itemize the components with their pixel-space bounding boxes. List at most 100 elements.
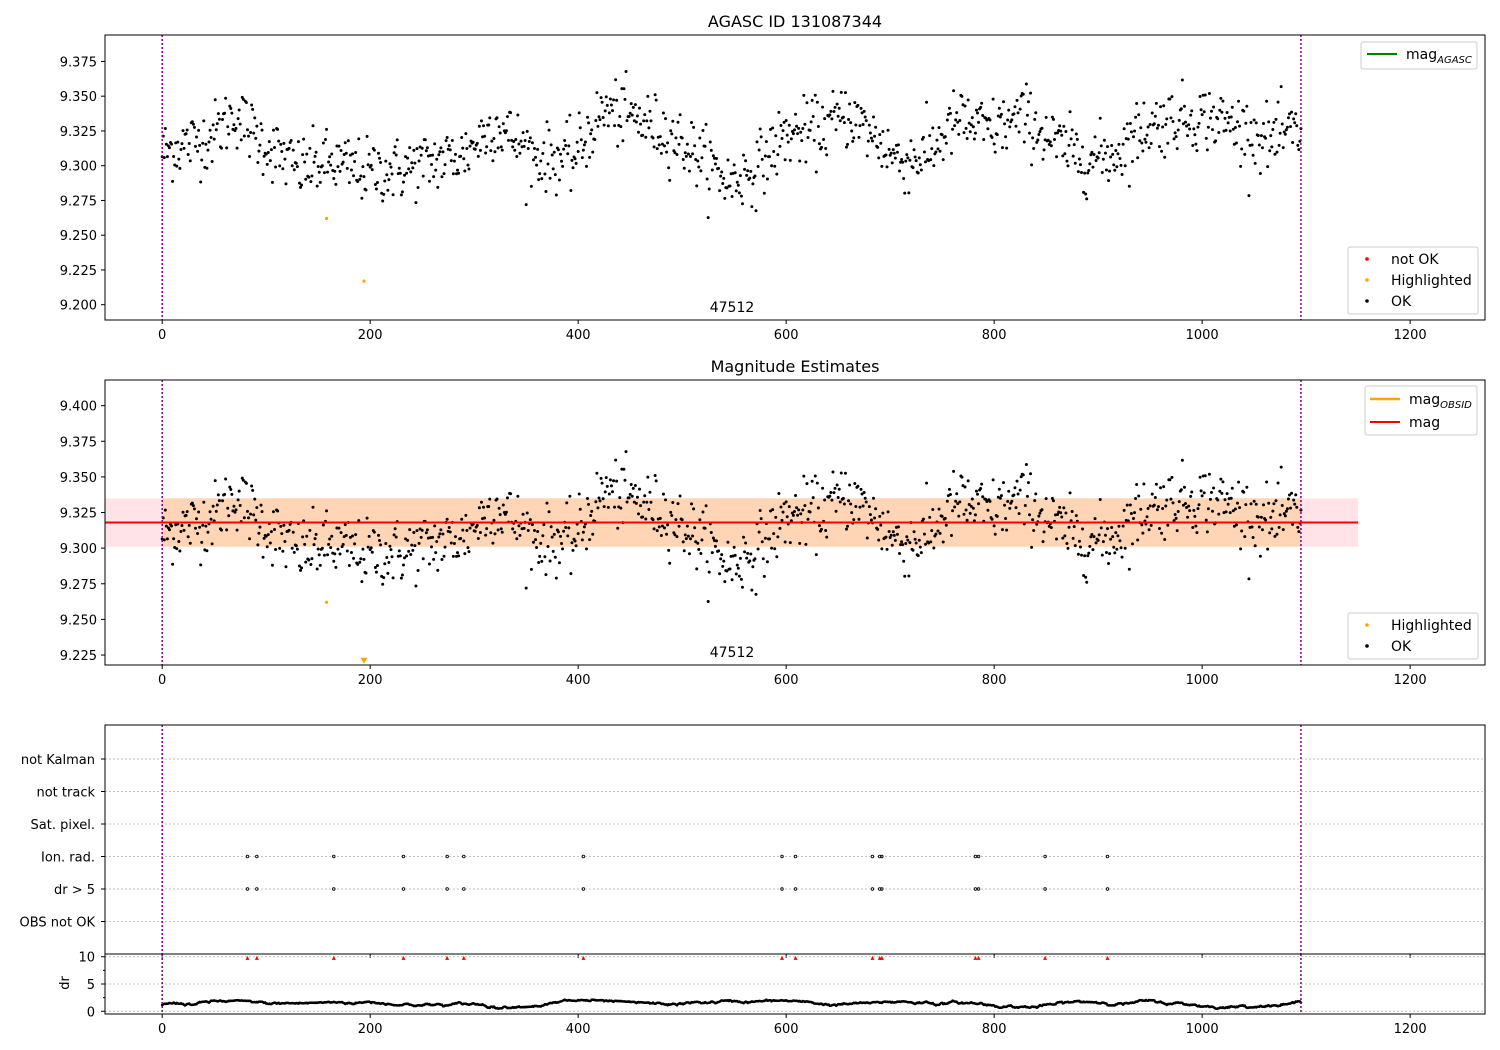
ok-point bbox=[311, 124, 315, 128]
ok-point bbox=[1196, 507, 1200, 511]
ok-point bbox=[1282, 130, 1286, 134]
ok-point bbox=[1010, 118, 1014, 122]
ok-point bbox=[582, 143, 586, 147]
ok-point bbox=[1155, 126, 1159, 130]
ok-point bbox=[833, 105, 837, 109]
ok-point bbox=[586, 496, 590, 500]
ok-point bbox=[743, 550, 747, 554]
flag-marker bbox=[255, 887, 259, 891]
ok-point bbox=[336, 547, 340, 551]
ok-point bbox=[237, 108, 241, 112]
ok-point bbox=[969, 504, 973, 508]
ok-point bbox=[1014, 506, 1018, 510]
y-tick-label: 9.275 bbox=[60, 578, 97, 593]
ok-point bbox=[389, 548, 393, 552]
ok-point bbox=[1113, 551, 1117, 555]
ok-point bbox=[604, 95, 608, 99]
ok-point bbox=[1104, 551, 1108, 555]
ok-point bbox=[969, 123, 973, 127]
ok-point bbox=[732, 545, 736, 549]
ok-point bbox=[623, 478, 627, 482]
ok-point bbox=[1156, 123, 1160, 127]
ok-point bbox=[1038, 511, 1042, 515]
ok-point bbox=[1000, 528, 1004, 532]
ok-point bbox=[325, 509, 329, 513]
ok-point bbox=[1205, 530, 1209, 534]
ok-point bbox=[576, 532, 580, 536]
ok-point bbox=[1270, 145, 1274, 149]
ok-point bbox=[682, 549, 686, 553]
ok-point bbox=[690, 502, 694, 506]
ok-point bbox=[349, 551, 353, 555]
ok-point bbox=[1249, 121, 1253, 125]
ok-point bbox=[195, 517, 199, 521]
ok-point bbox=[540, 559, 544, 563]
ok-point bbox=[1221, 99, 1225, 103]
ok-point bbox=[861, 123, 865, 127]
ok-point bbox=[1181, 503, 1185, 507]
ok-point bbox=[903, 574, 907, 578]
ok-point bbox=[1194, 142, 1198, 146]
ok-point bbox=[938, 531, 942, 535]
ok-point bbox=[992, 524, 996, 528]
ok-point bbox=[995, 133, 999, 137]
ok-point bbox=[1228, 129, 1232, 133]
ok-point bbox=[583, 140, 587, 144]
flag-row-label: not Kalman bbox=[21, 753, 95, 768]
ok-point bbox=[781, 510, 785, 514]
ok-point bbox=[409, 553, 413, 557]
ok-point bbox=[607, 492, 611, 496]
ok-point bbox=[685, 142, 689, 146]
ok-point bbox=[318, 563, 322, 567]
ok-point bbox=[258, 143, 262, 147]
y-tick-label: 9.400 bbox=[60, 400, 97, 415]
ok-point bbox=[635, 495, 639, 499]
ok-point bbox=[873, 134, 877, 138]
ok-point bbox=[649, 119, 653, 123]
ok-point bbox=[282, 523, 286, 527]
ok-point bbox=[202, 119, 206, 123]
ok-point bbox=[936, 147, 940, 151]
ok-point bbox=[814, 170, 818, 174]
legend-mag-label: mag bbox=[1409, 415, 1440, 431]
ok-point bbox=[367, 534, 371, 538]
ok-point bbox=[1025, 113, 1029, 117]
ok-point bbox=[786, 140, 790, 144]
ok-point bbox=[1089, 535, 1093, 539]
ok-point bbox=[945, 499, 949, 503]
ok-point bbox=[442, 172, 446, 176]
ok-point bbox=[255, 124, 259, 128]
ok-point bbox=[534, 155, 538, 159]
ok-point bbox=[1173, 131, 1177, 135]
ok-point bbox=[1251, 535, 1255, 539]
ok-point bbox=[746, 169, 750, 173]
ok-point bbox=[526, 528, 530, 532]
ok-point bbox=[618, 496, 622, 500]
ok-point bbox=[1253, 544, 1257, 548]
ok-point bbox=[226, 506, 230, 510]
ok-point bbox=[1223, 116, 1227, 120]
ok-point bbox=[1297, 148, 1301, 152]
ok-point bbox=[1192, 127, 1196, 131]
ok-point bbox=[890, 161, 894, 165]
ok-point bbox=[787, 123, 791, 127]
ok-point bbox=[467, 550, 471, 554]
ok-point bbox=[685, 524, 689, 528]
ok-point bbox=[857, 135, 861, 139]
ok-point bbox=[596, 506, 600, 510]
ok-point bbox=[1005, 146, 1009, 150]
ok-point bbox=[233, 129, 237, 133]
ok-point bbox=[531, 158, 535, 162]
ok-point bbox=[957, 514, 961, 518]
ok-point bbox=[740, 585, 744, 589]
ok-point bbox=[247, 516, 251, 520]
ok-point bbox=[907, 191, 911, 195]
ok-point bbox=[1044, 115, 1048, 119]
ok-point bbox=[1083, 171, 1087, 175]
ok-point bbox=[745, 173, 749, 177]
ok-point bbox=[547, 128, 551, 132]
ok-point bbox=[756, 165, 760, 169]
ok-point bbox=[397, 549, 401, 553]
ok-point bbox=[489, 149, 493, 153]
ok-point bbox=[1280, 122, 1284, 126]
